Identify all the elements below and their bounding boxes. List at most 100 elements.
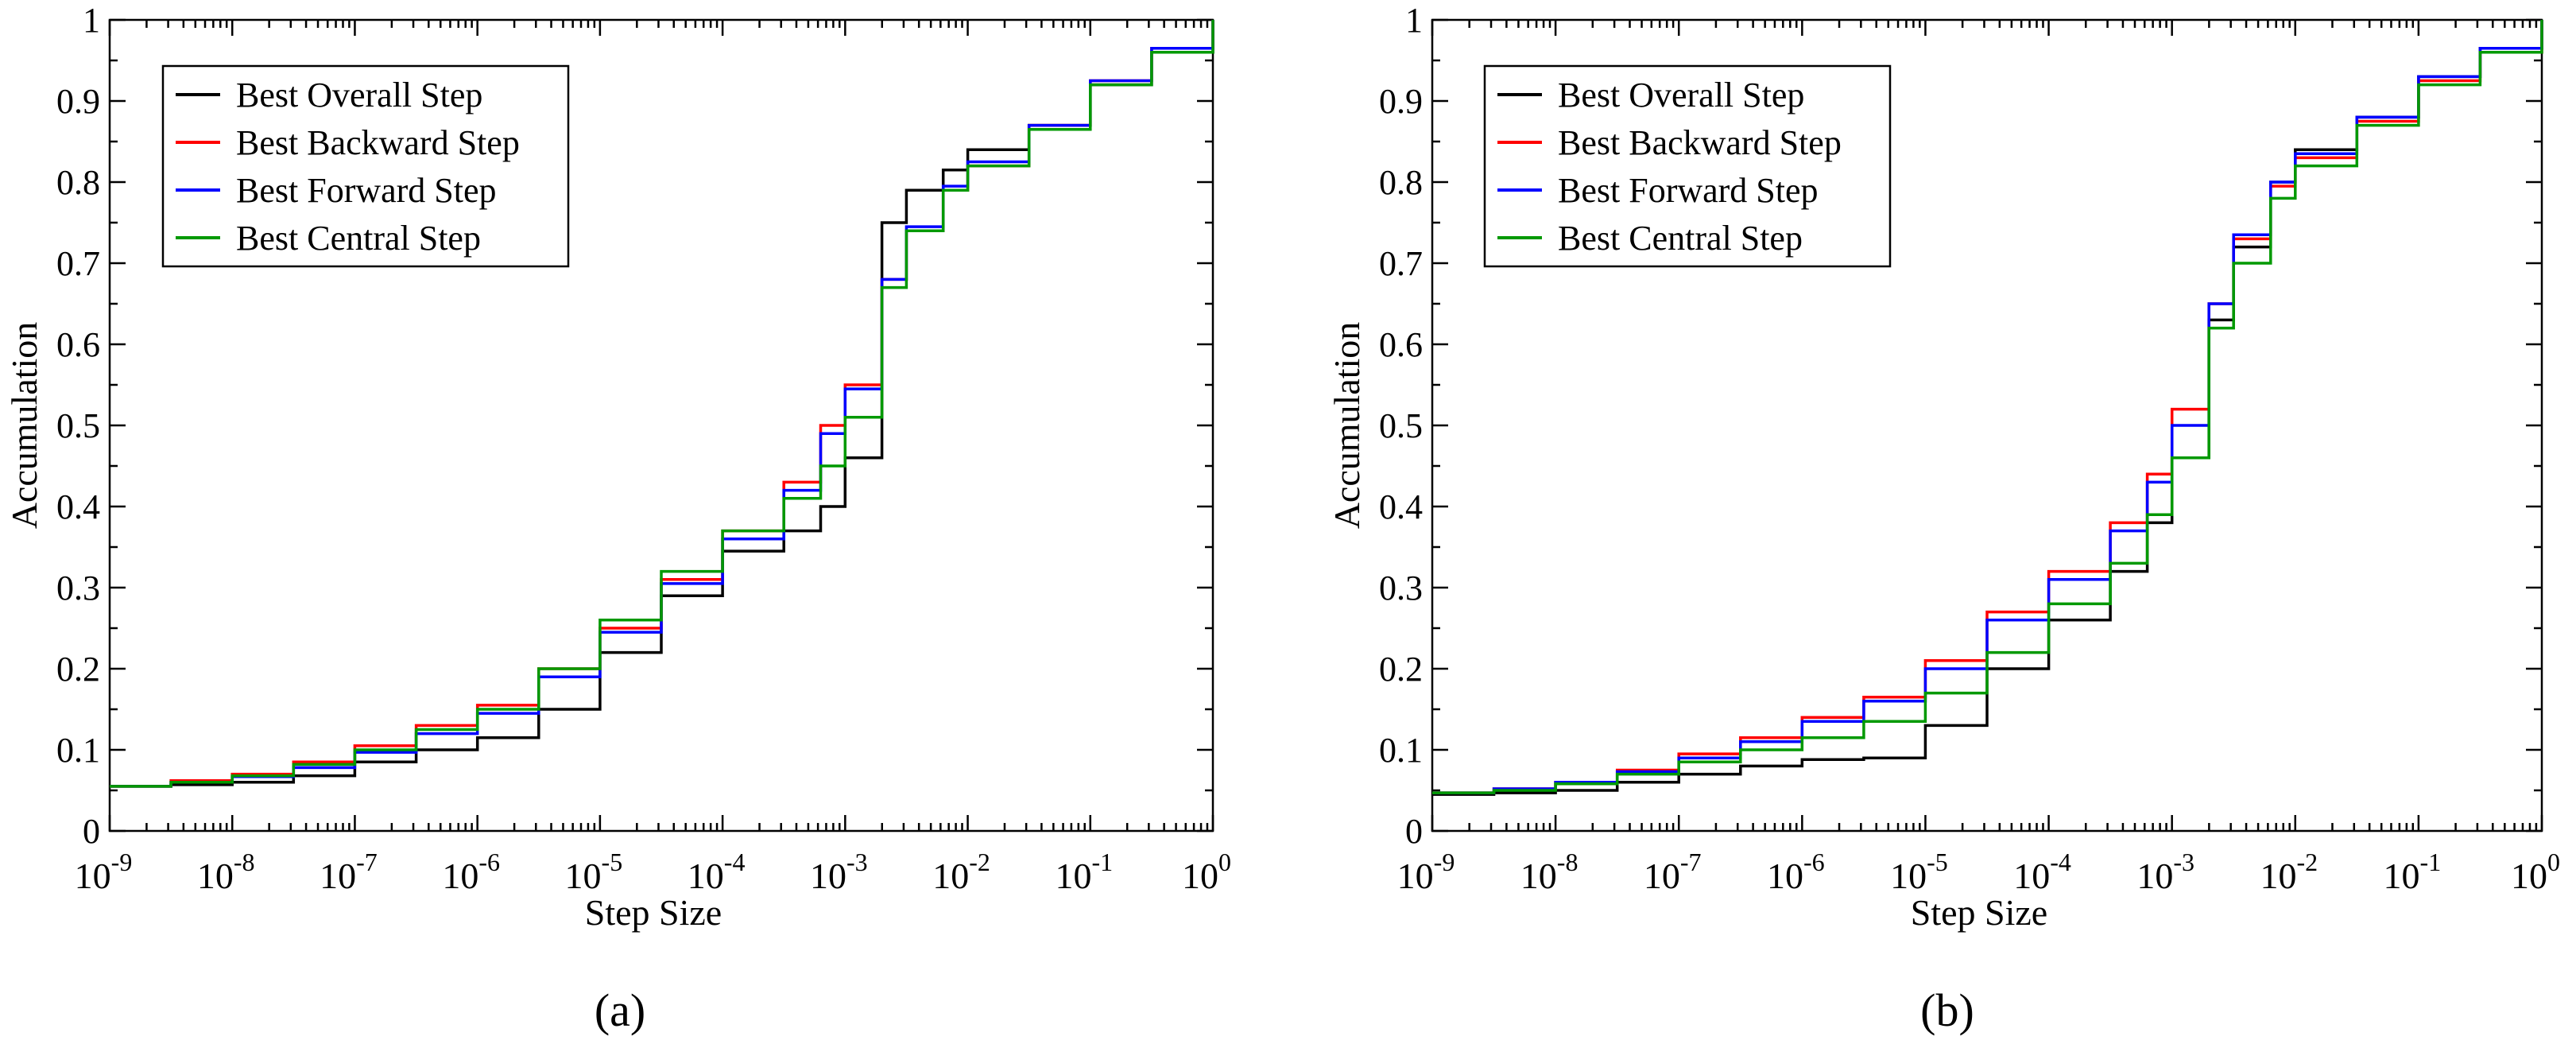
panel-label: (b) [1920, 984, 1974, 1036]
x-tick-base: 10 [1890, 856, 1927, 896]
y-tick-labels: 0 0.1 0.2 0.3 0.4 0.5 0.6 0.7 0.8 0.9 1 [56, 1, 100, 851]
x-tick-label: 10-8 [1520, 848, 1579, 896]
x-tick-base: 10 [565, 856, 602, 896]
x-tick-label: 10-4 [2013, 848, 2071, 896]
x-tick-label: 10-1 [2384, 848, 2442, 896]
x-tick-label: 100 [2511, 848, 2560, 896]
x-tick-label: 10-9 [1397, 848, 1455, 896]
x-tick-exponent: 0 [2547, 848, 2560, 876]
y-tick-label: 0.5 [1379, 406, 1423, 445]
x-tick-label: 10-3 [810, 848, 868, 896]
y-tick-label: 0.8 [1379, 163, 1423, 202]
x-tick-label: 10-8 [197, 848, 255, 896]
y-tick-label: 0.9 [56, 82, 100, 121]
series-line-3 [110, 20, 1214, 788]
x-tick-exponent: -9 [1434, 848, 1455, 876]
chart-panel-a: 10-9 10-8 10-7 10-6 10-5 10-4 10-3 10-2 10-1 1000… [4, 1, 1231, 1036]
x-tick-base: 10 [320, 856, 356, 896]
x-tick-label: 10-6 [1767, 848, 1825, 896]
x-tick-exponent: -9 [111, 848, 133, 876]
y-axis-ticks [110, 18, 1213, 833]
legend-entry: Best Forward Step [236, 171, 497, 210]
legend-box [1483, 64, 1892, 268]
legend-entry: Best Overall Step [236, 76, 482, 115]
x-tick-label: 100 [1182, 848, 1231, 896]
x-tick-exponent: -7 [1680, 848, 1702, 876]
y-tick-label: 0.5 [56, 406, 100, 445]
x-tick-base: 10 [1644, 856, 1680, 896]
y-tick-label: 0.7 [56, 244, 100, 283]
x-tick-exponent: -6 [1803, 848, 1825, 876]
series-lines [1432, 20, 2543, 796]
x-tick-exponent: -1 [2420, 848, 2442, 876]
x-tick-label: 10-2 [2260, 848, 2318, 896]
y-axis-label: Accumulation [1327, 322, 1367, 530]
y-tick-label: 0.6 [56, 325, 100, 364]
legend-entry: Best Central Step [236, 219, 481, 258]
x-tick-label: 10-6 [442, 848, 500, 896]
x-axis-label: Step Size [585, 892, 722, 933]
series-lines [110, 20, 1214, 788]
y-tick-label: 0.1 [1379, 731, 1423, 770]
legend: Best Overall Step Best Backward Step Best … [161, 64, 570, 268]
x-tick-base: 10 [932, 856, 969, 896]
legend-entry: Best Backward Step [1558, 123, 1842, 162]
x-tick-exponent: -5 [1927, 848, 1948, 876]
x-tick-exponent: -7 [356, 848, 378, 876]
x-axis-ticks [1431, 20, 2543, 831]
x-tick-label: 10-5 [1890, 848, 1948, 896]
legend-entry: Best Backward Step [236, 123, 520, 162]
y-tick-label: 0.3 [1379, 569, 1423, 607]
x-tick-label: 10-5 [565, 848, 623, 896]
y-axis-ticks [1432, 18, 2542, 833]
x-tick-base: 10 [1397, 856, 1434, 896]
legend-box [161, 64, 570, 268]
x-tick-exponent: -1 [1091, 848, 1113, 876]
y-tick-label: 0.2 [1379, 650, 1423, 689]
x-tick-labels: 10-9 10-8 10-7 10-6 10-5 10-4 10-3 10-2 10-1 100 [1397, 848, 2560, 896]
x-tick-base: 10 [75, 856, 111, 896]
y-tick-label: 0.8 [56, 163, 100, 202]
x-tick-label: 10-3 [2136, 848, 2194, 896]
y-tick-label: 0.6 [1379, 325, 1423, 364]
y-tick-label: 1 [1405, 1, 1423, 40]
x-tick-exponent: -8 [1557, 848, 1579, 876]
x-tick-label: 10-9 [75, 848, 133, 896]
x-tick-base: 10 [810, 856, 846, 896]
legend-entry: Best Central Step [1558, 219, 1803, 258]
legend: Best Overall Step Best Backward Step Best … [1483, 64, 1892, 268]
y-tick-label: 0.4 [56, 487, 100, 526]
legend-entry: Best Overall Step [1558, 76, 1804, 115]
x-tick-exponent: -4 [2050, 848, 2071, 876]
y-tick-labels: 0 0.1 0.2 0.3 0.4 0.5 0.6 0.7 0.8 0.9 1 [1379, 1, 1423, 851]
x-tick-exponent: -8 [234, 848, 255, 876]
y-axis-label: Accumulation [4, 322, 45, 530]
y-tick-label: 0.1 [56, 731, 100, 770]
x-axis-ticks [108, 20, 1214, 831]
x-tick-exponent: -3 [846, 848, 868, 876]
x-tick-label: 10-7 [320, 848, 378, 896]
y-tick-label: 0.9 [1379, 82, 1423, 121]
x-tick-base: 10 [1520, 856, 1557, 896]
series-line-3 [1432, 20, 2543, 794]
x-tick-base: 10 [2260, 856, 2296, 896]
y-tick-label: 0 [1405, 812, 1423, 851]
y-tick-label: 0.7 [1379, 244, 1423, 283]
x-tick-labels: 10-9 10-8 10-7 10-6 10-5 10-4 10-3 10-2 10-1 100 [75, 848, 1231, 896]
x-tick-base: 10 [1182, 856, 1218, 896]
legend-entry: Best Forward Step [1558, 171, 1819, 210]
x-tick-exponent: 0 [1218, 848, 1231, 876]
x-tick-base: 10 [2511, 856, 2547, 896]
y-tick-label: 1 [83, 1, 100, 40]
y-tick-label: 0 [83, 812, 100, 851]
y-tick-label: 0.2 [56, 650, 100, 689]
x-tick-exponent: -4 [724, 848, 746, 876]
x-tick-exponent: -2 [2296, 848, 2318, 876]
x-tick-label: 10-2 [932, 848, 990, 896]
y-tick-label: 0.4 [1379, 487, 1423, 526]
x-tick-exponent: -6 [478, 848, 500, 876]
x-tick-base: 10 [197, 856, 234, 896]
x-tick-exponent: -3 [2173, 848, 2194, 876]
y-tick-label: 0.3 [56, 569, 100, 607]
